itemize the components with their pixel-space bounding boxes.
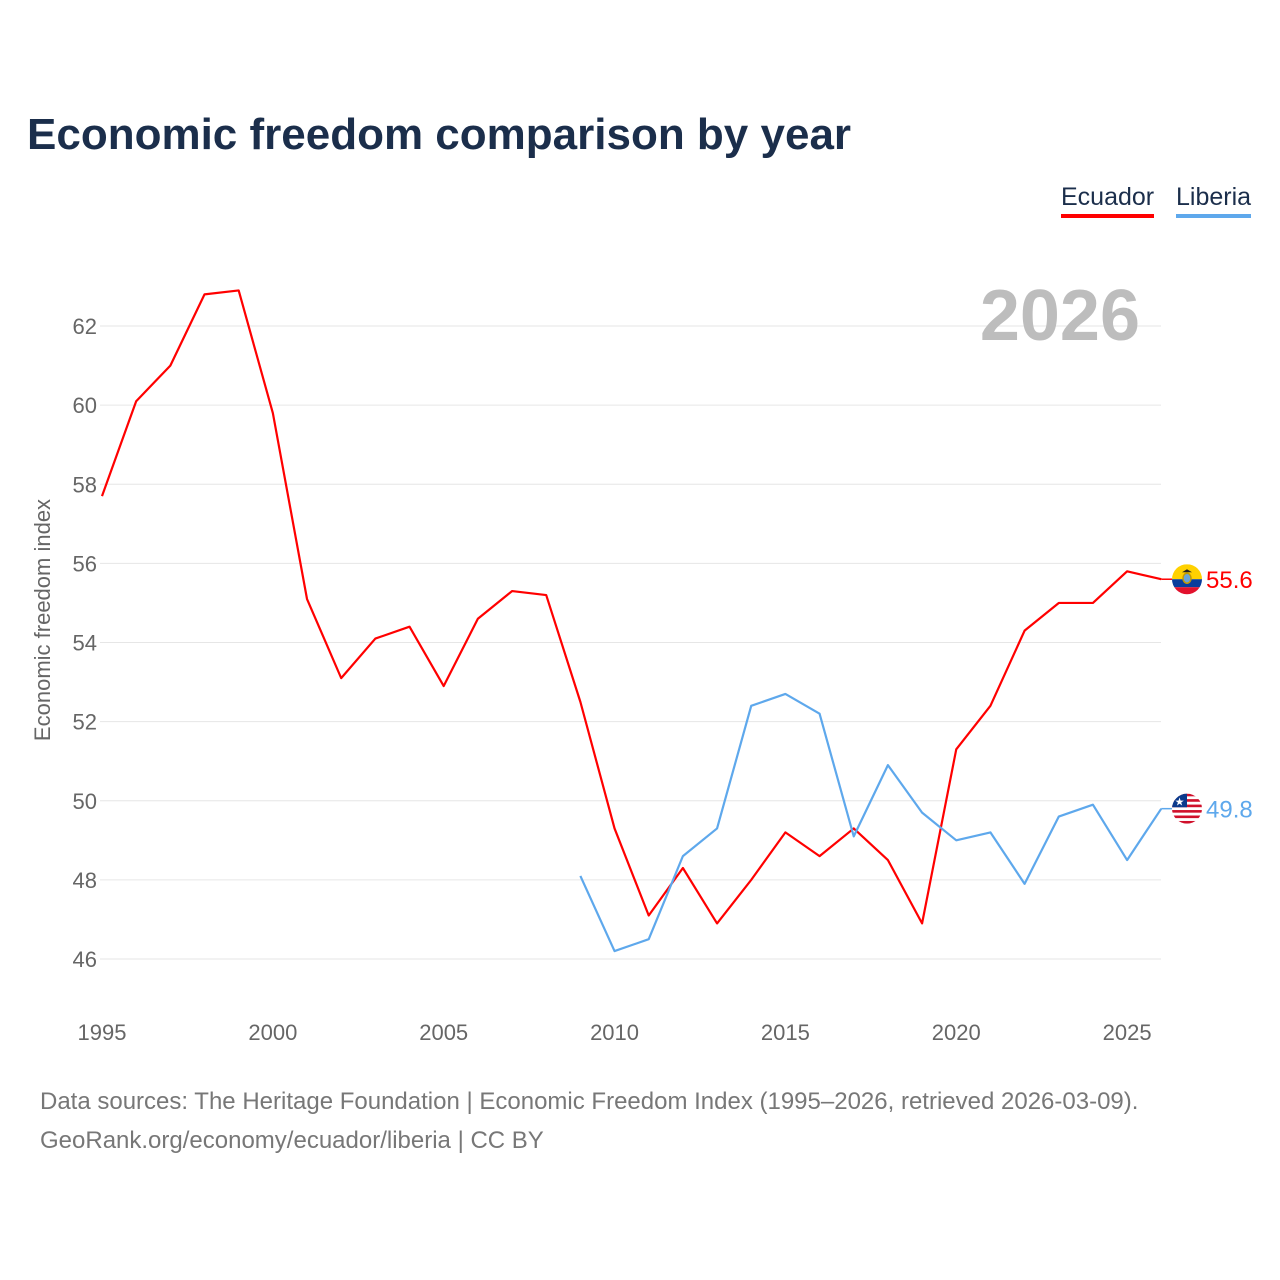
y-tick-label: 56 bbox=[73, 551, 97, 576]
year-watermark: 2026 bbox=[980, 276, 1140, 356]
ecuador-flag-icon bbox=[1172, 564, 1202, 595]
y-axis-label: Economic freedom index bbox=[30, 499, 55, 741]
end-value-label-ecuador: 55.6 bbox=[1206, 567, 1253, 594]
y-tick-label: 62 bbox=[73, 314, 97, 339]
x-tick-label: 2020 bbox=[932, 1020, 981, 1045]
y-tick-label: 50 bbox=[73, 789, 97, 814]
chart-title: Economic freedom comparison by year bbox=[27, 110, 852, 159]
liberia-flag-icon: ★ bbox=[1172, 793, 1202, 824]
x-tick-label: 2025 bbox=[1103, 1020, 1152, 1045]
series-line-ecuador bbox=[100, 289, 1162, 925]
end-value-label-liberia: 49.8 bbox=[1206, 797, 1253, 824]
svg-text:★: ★ bbox=[1175, 797, 1185, 809]
x-tick-label: 2015 bbox=[761, 1020, 810, 1045]
series-line-liberia bbox=[579, 692, 1163, 953]
legend-ecuador[interactable]: Ecuador bbox=[1061, 183, 1155, 218]
footer-sources: Data sources: The Heritage Foundation | … bbox=[40, 1088, 1139, 1115]
x-tick-label: 2005 bbox=[419, 1020, 468, 1045]
y-tick-label: 58 bbox=[73, 472, 97, 497]
x-tick-label: 1995 bbox=[78, 1020, 127, 1045]
x-tick-label: 2000 bbox=[248, 1020, 297, 1045]
x-tick-label: 2010 bbox=[590, 1020, 639, 1045]
y-tick-label: 52 bbox=[73, 710, 97, 735]
legend-liberia[interactable]: Liberia bbox=[1176, 183, 1252, 218]
y-tick-label: 60 bbox=[73, 393, 97, 418]
y-tick-label: 48 bbox=[73, 868, 97, 893]
footer-credit: GeoRank.org/economy/ecuador/liberia | CC… bbox=[40, 1127, 544, 1154]
y-tick-label: 54 bbox=[73, 631, 97, 656]
y-tick-label: 46 bbox=[73, 947, 97, 972]
